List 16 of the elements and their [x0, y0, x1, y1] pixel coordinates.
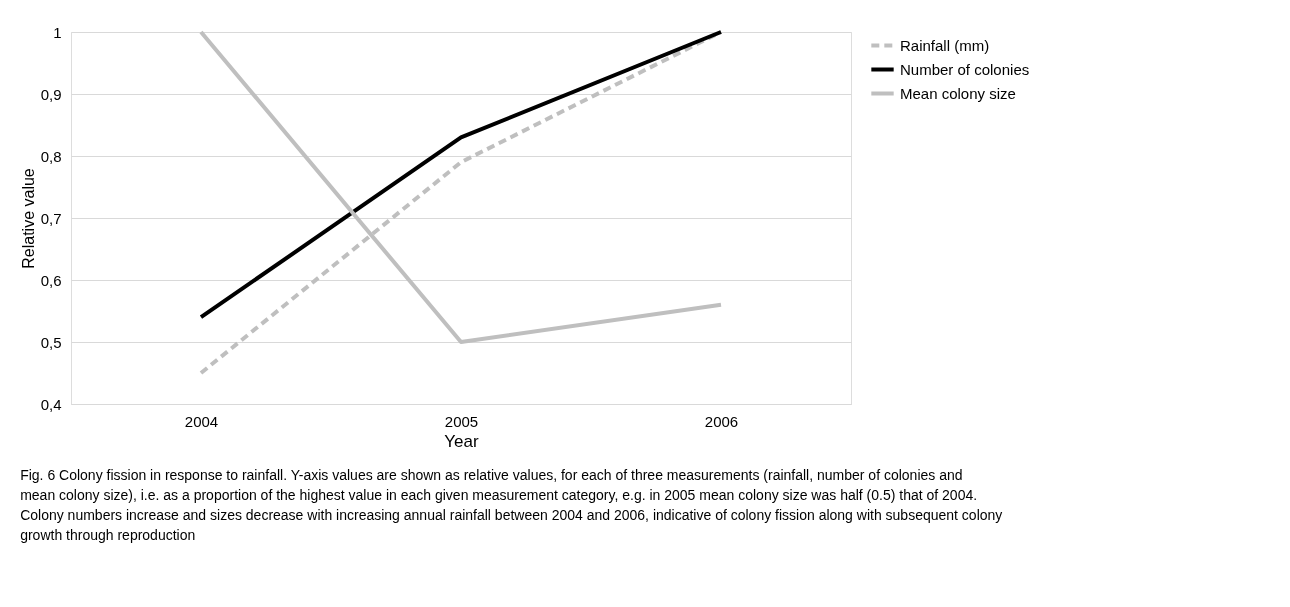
y-tick-label: 0,4	[40, 395, 62, 413]
y-tick-label: 0,8	[40, 147, 62, 165]
y-tick-label: 1	[53, 23, 62, 41]
legend-label: Mean colony size	[900, 84, 1016, 102]
x-tick-label: 2006	[704, 412, 739, 430]
y-tick-label: 0,7	[40, 209, 62, 227]
y-tick-label: 0,6	[40, 271, 62, 289]
x-tick-label: 2005	[444, 412, 479, 430]
x-axis-title: Year	[444, 431, 480, 451]
caption: Fig. 6 Colony fission in response to rainfall. Y-axis values are shown as relative values, for each of three measurements (rainfall, number of colonies and mean colony size), i.e. as a proportion of the highest value in each given measurement category, e.g. in 2005 mean colony size was half (0.5) that of 2004. Colony numbers increase and sizes decrease with increasing annual rainfall between 2004 and 2006, indicative of colony fission along with subsequent colony growth through reproduction	[20, 467, 1003, 543]
legend-label: Rainfall (mm)	[900, 36, 990, 54]
y-tick-label: 0,5	[40, 333, 62, 351]
legend-label: Number of colonies	[900, 60, 1030, 78]
y-tick-label: 0,9	[40, 85, 62, 103]
x-tick-label: 2004	[184, 412, 219, 430]
y-axis-title: Relative value	[19, 168, 37, 269]
